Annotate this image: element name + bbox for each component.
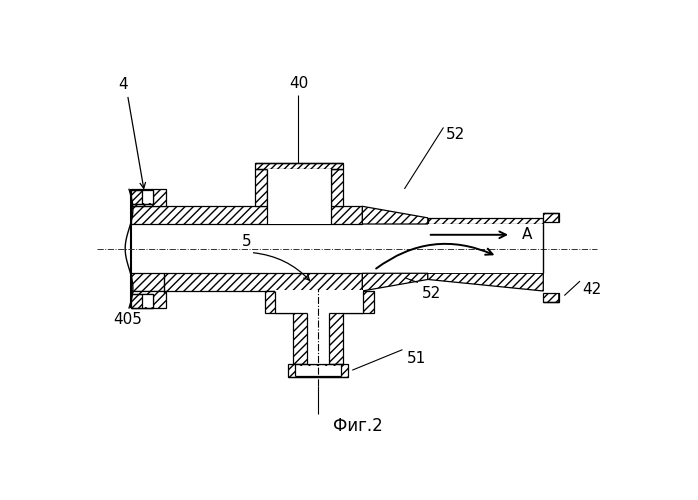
Bar <box>142 295 153 307</box>
Polygon shape <box>331 170 343 206</box>
Polygon shape <box>131 274 362 291</box>
Polygon shape <box>428 274 543 291</box>
Text: Фиг.2: Фиг.2 <box>333 417 383 434</box>
Text: 52: 52 <box>422 286 441 300</box>
Polygon shape <box>428 218 543 224</box>
Bar <box>428 224 543 274</box>
Text: 4: 4 <box>118 76 128 92</box>
Polygon shape <box>543 213 558 222</box>
Polygon shape <box>265 291 374 364</box>
Text: 42: 42 <box>583 282 602 297</box>
Text: 52: 52 <box>446 127 466 142</box>
Bar <box>255 163 343 170</box>
Text: 40: 40 <box>289 76 308 91</box>
Polygon shape <box>543 292 558 302</box>
Bar <box>267 170 331 224</box>
Polygon shape <box>131 206 362 224</box>
Polygon shape <box>131 291 166 308</box>
FancyArrowPatch shape <box>376 244 493 268</box>
Polygon shape <box>362 206 428 224</box>
Bar <box>307 312 329 364</box>
Text: 51: 51 <box>407 351 426 366</box>
Polygon shape <box>362 274 428 291</box>
Bar <box>275 290 363 312</box>
Bar <box>295 366 341 376</box>
Text: 5: 5 <box>242 234 252 250</box>
Text: A: A <box>521 228 532 242</box>
Polygon shape <box>255 170 267 206</box>
Bar <box>131 294 153 308</box>
Polygon shape <box>288 364 348 377</box>
Polygon shape <box>131 190 166 206</box>
Bar <box>142 191 153 203</box>
Bar <box>131 190 153 204</box>
Text: 405: 405 <box>114 312 142 327</box>
